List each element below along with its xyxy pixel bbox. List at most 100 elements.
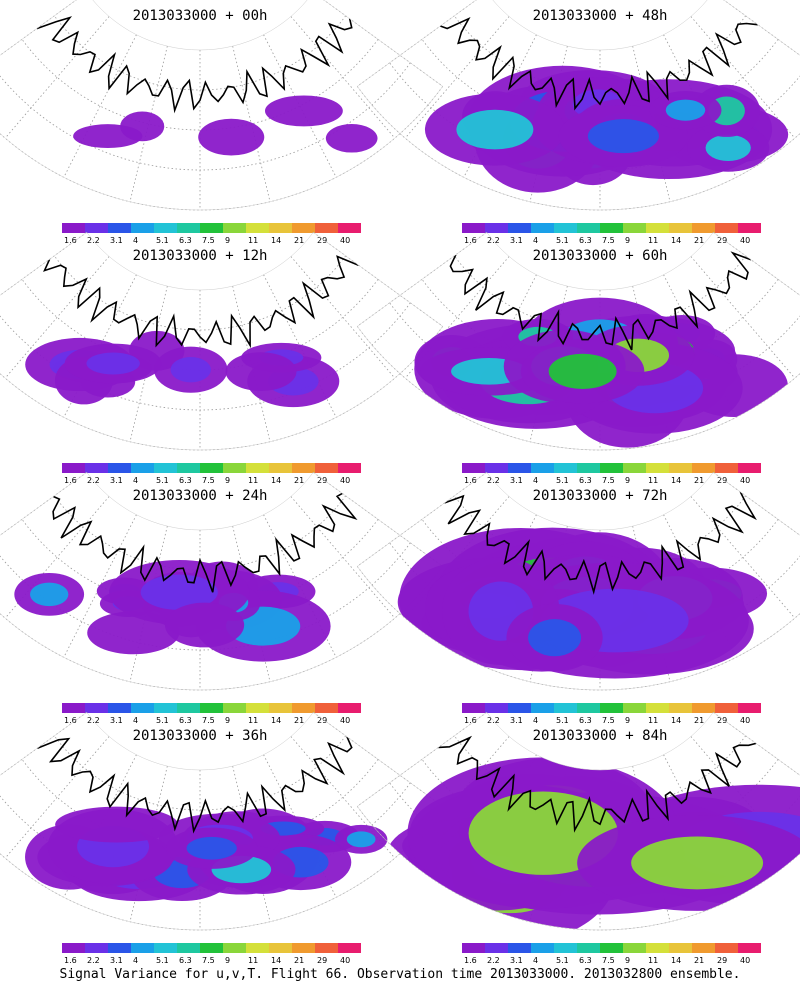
colorbar: 1.6 2.2 3.1 4 5.1 6.3 7.5 9 11 14 21 29 40: [462, 223, 761, 245]
colorbar-label: 14: [671, 476, 681, 485]
variance-core: [631, 836, 764, 890]
colorbar-label: 11: [248, 476, 258, 485]
colorbar-swatch: [85, 703, 108, 713]
colorbar-swatch: [669, 943, 692, 953]
variance-field: [25, 806, 388, 902]
colorbar-swatch: [485, 223, 508, 233]
colorbar-swatch: [108, 223, 131, 233]
colorbar-swatch: [269, 943, 292, 953]
colorbar-swatch: [646, 943, 669, 953]
colorbar-swatch: [177, 223, 200, 233]
colorbar-swatch: [200, 703, 223, 713]
colorbar-label: 1.6: [64, 236, 77, 245]
variance-core: [170, 357, 211, 383]
colorbar-swatch: [269, 463, 292, 473]
variance-blob: [164, 602, 245, 648]
variance-core: [528, 619, 582, 657]
colorbar-label: 1.6: [64, 716, 77, 725]
colorbar-label: 7.5: [202, 236, 215, 245]
colorbar-swatch: [246, 463, 269, 473]
colorbar-label: 4: [133, 956, 138, 965]
colorbar-swatch: [131, 703, 154, 713]
colorbar-swatch: [646, 703, 669, 713]
colorbar-label: 21: [694, 716, 704, 725]
colorbar-label: 9: [225, 236, 230, 245]
colorbar-label: 29: [317, 236, 327, 245]
variance-core: [186, 836, 237, 860]
map-outline: [0, 471, 444, 691]
colorbar-swatch: [200, 943, 223, 953]
colorbar-label: 6.3: [179, 476, 192, 485]
variance-core: [346, 831, 376, 848]
colorbar-label: 5.1: [156, 236, 169, 245]
colorbar-label: 5.1: [156, 716, 169, 725]
colorbar: 1.6 2.2 3.1 4 5.1 6.3 7.5 9 11 14 21 29 40: [462, 463, 761, 485]
colorbar-label: 6.3: [179, 236, 192, 245]
colorbar-swatch: [315, 703, 338, 713]
colorbar-swatch: [692, 703, 715, 713]
colorbar-label: 9: [625, 716, 630, 725]
colorbar-label: 9: [225, 956, 230, 965]
colorbar-swatch: [292, 223, 315, 233]
colorbar-label: 11: [648, 956, 658, 965]
colorbar-swatch: [85, 943, 108, 953]
colorbar-label: 3.1: [110, 236, 123, 245]
coastline: [444, 491, 757, 595]
panel-title: 2013033000 + 60h: [532, 248, 668, 264]
colorbar-label: 21: [694, 476, 704, 485]
colorbar-swatch: [292, 943, 315, 953]
colorbar-label: 40: [740, 716, 750, 725]
colorbar-label: 29: [717, 236, 727, 245]
colorbar-swatch: [715, 943, 738, 953]
map-panel-5: 1.6 2.2 3.1 4 5.1 6.3 7.5 9 11 14 21 29 40: [356, 471, 800, 725]
colorbar-swatch: [154, 223, 177, 233]
colorbar-swatch: [200, 223, 223, 233]
colorbar-swatch: [62, 463, 85, 473]
colorbar-swatch: [623, 943, 646, 953]
colorbar-swatch: [292, 703, 315, 713]
variance-field: [414, 297, 788, 448]
colorbar-swatch: [269, 703, 292, 713]
variance-core: [456, 109, 534, 150]
variance-core: [587, 119, 659, 154]
colorbar-label: 4: [533, 236, 538, 245]
map-panel-3: 1.6 2.2 3.1 4 5.1 6.3 7.5 9 11 14 21 29 40: [356, 231, 800, 485]
colorbar-label: 29: [317, 956, 327, 965]
colorbar-swatch: [715, 703, 738, 713]
coastline: [36, 16, 353, 114]
colorbar-swatch: [177, 463, 200, 473]
colorbar-swatch: [738, 703, 761, 713]
colorbar-label: 9: [625, 476, 630, 485]
colorbar-swatch: [62, 943, 85, 953]
variance-blob: [198, 118, 265, 156]
colorbar-label: 14: [671, 236, 681, 245]
colorbar-swatch: [646, 463, 669, 473]
colorbar-label: 6.3: [179, 716, 192, 725]
colorbar-label: 7.5: [602, 236, 615, 245]
colorbar-swatch: [315, 463, 338, 473]
colorbar-label: 29: [717, 476, 727, 485]
colorbar-label: 4: [533, 476, 538, 485]
colorbar-swatch: [269, 223, 292, 233]
variance-blob: [120, 111, 165, 142]
variance-field: [73, 95, 378, 156]
colorbar-swatch: [715, 463, 738, 473]
panel-title: 2013033000 + 24h: [132, 488, 268, 504]
colorbar-swatch: [669, 223, 692, 233]
colorbar: 1.6 2.2 3.1 4 5.1 6.3 7.5 9 11 14 21 29 40: [462, 703, 761, 725]
colorbar-label: 14: [271, 476, 281, 485]
variance-core: [86, 352, 140, 375]
colorbar-swatch: [462, 463, 485, 473]
colorbar-label: 11: [648, 236, 658, 245]
colorbar-swatch: [246, 943, 269, 953]
colorbar-label: 11: [248, 716, 258, 725]
colorbar-swatch: [508, 943, 531, 953]
colorbar-swatch: [338, 943, 361, 953]
colorbar-swatch: [600, 463, 623, 473]
colorbar-swatch: [131, 463, 154, 473]
colorbar-label: 14: [271, 956, 281, 965]
colorbar-swatch: [315, 943, 338, 953]
coastline: [52, 492, 358, 593]
colorbar-label: 5.1: [156, 476, 169, 485]
